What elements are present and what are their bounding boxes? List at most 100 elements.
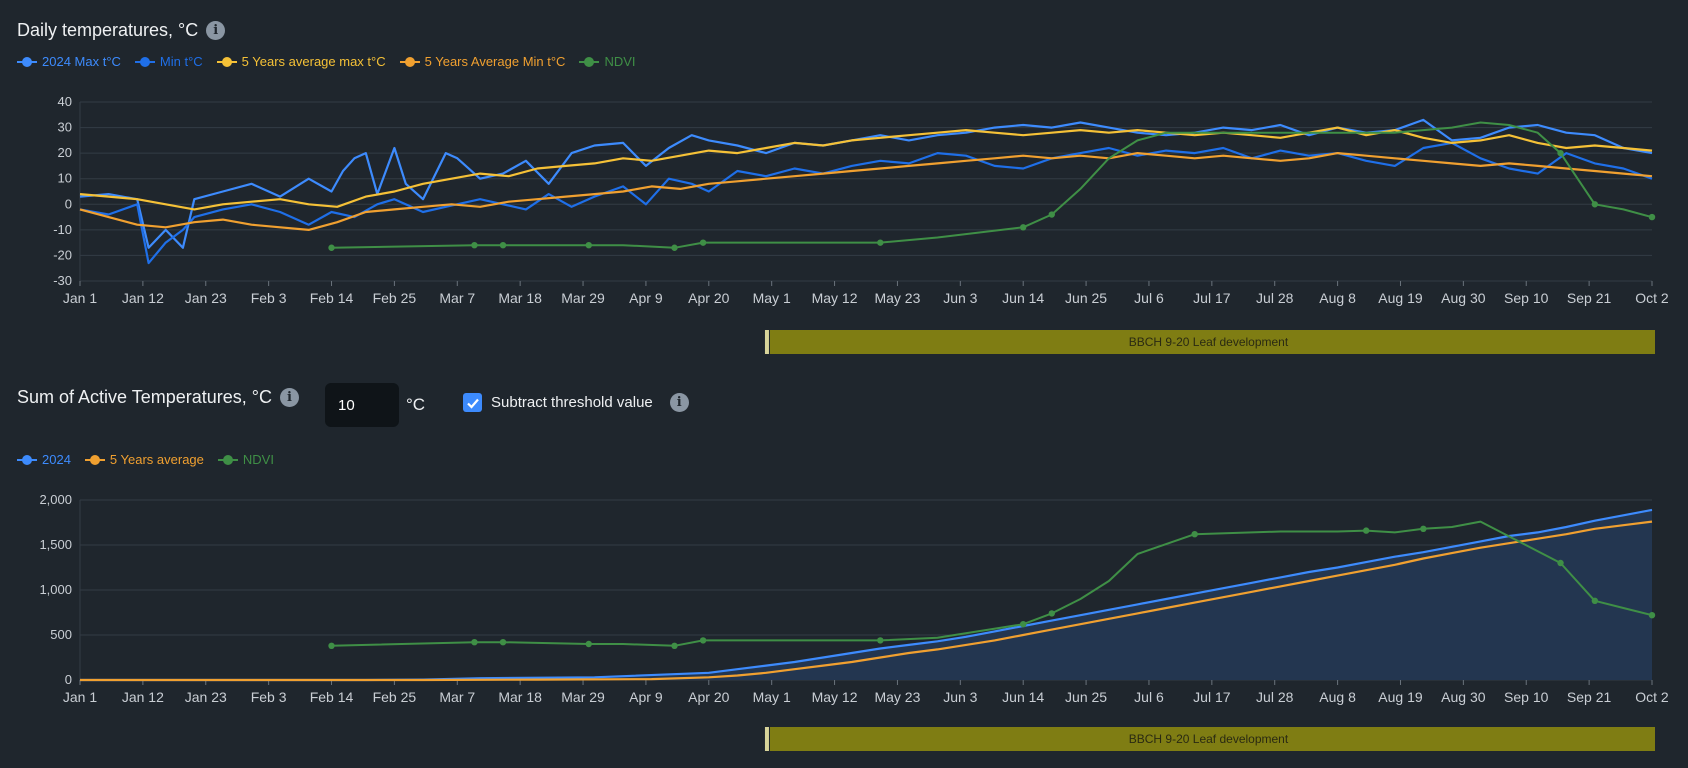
info-icon[interactable]: i <box>669 393 689 412</box>
ndvi-point <box>877 637 884 644</box>
daily-temperatures-chart: 40 30 20 10 0 -10 -20 -30 Jan 1 Jan 12 Jan 23 Feb 3… <box>53 94 1669 354</box>
legend-item[interactable]: 5 Years average <box>84 452 204 467</box>
legend-marker-icon <box>17 454 37 465</box>
series-line-5-years-average-max-t-c <box>79 126 1653 211</box>
legend-label: NDVI <box>604 54 636 69</box>
x-tick-label: Aug 8 <box>1319 689 1356 705</box>
x-tick-label: Mar 29 <box>561 689 605 705</box>
ndvi-point <box>471 242 478 249</box>
series-line-ndvi <box>331 121 1653 249</box>
y-tick-label: 500 <box>50 627 72 642</box>
x-tick-label: Mar 18 <box>498 290 542 306</box>
daily-temperatures-title: Daily temperatures, °C i <box>17 20 226 41</box>
ndvi-point <box>1420 525 1427 532</box>
sum-active-temperatures-chart: 2,000 1,500 1,000 500 0 Jan 1 Jan 12 Jan 23 Feb … <box>39 492 1669 751</box>
x-tick-label: Mar 7 <box>439 290 475 306</box>
y-tick-label: 1,500 <box>39 537 72 552</box>
ndvi-point <box>1648 213 1656 221</box>
subtract-threshold-checkbox[interactable] <box>463 393 482 412</box>
info-icon[interactable]: i <box>279 388 299 407</box>
x-tick-label: Aug 19 <box>1378 290 1423 306</box>
series-line-5-years-average <box>80 520 1653 682</box>
x-tick-label: Aug 8 <box>1319 290 1356 306</box>
x-tick-label: Jul 17 <box>1193 689 1231 705</box>
y-tick-label: 1,000 <box>39 582 72 597</box>
ndvi-point <box>1020 621 1027 628</box>
y-tick-label: -30 <box>53 273 72 288</box>
x-tick-label: Jun 25 <box>1065 689 1107 705</box>
legend-marker-icon <box>84 454 105 465</box>
legend-marker-icon <box>17 56 37 67</box>
legend-item[interactable]: NDVI <box>217 452 274 467</box>
x-tick-label: Feb 3 <box>251 689 287 705</box>
x-tick-label: May 1 <box>753 290 791 306</box>
phase-band-start <box>764 727 769 751</box>
subtract-threshold-control: Subtract threshold value i <box>463 393 689 412</box>
ndvi-point <box>585 242 592 249</box>
legend-marker-icon <box>134 56 155 67</box>
x-tick-label: Oct 2 <box>1635 689 1669 705</box>
x-tick-label: Jul 6 <box>1134 689 1164 705</box>
x-tick-label: Jul 28 <box>1256 689 1294 705</box>
x-tick-label: Mar 18 <box>498 689 542 705</box>
x-tick-label: Oct 2 <box>1635 290 1669 306</box>
legend-label: 5 Years Average Min t°C <box>424 54 566 69</box>
legend-item[interactable]: NDVI <box>579 54 636 69</box>
legend-item[interactable]: 2024 <box>17 452 71 467</box>
legend-item[interactable]: 2024 Max t°C <box>17 54 121 69</box>
x-tick-label: Jul 6 <box>1134 290 1164 306</box>
series-area-2024 <box>80 509 1652 680</box>
x-tick-label: Feb 25 <box>373 290 417 306</box>
ndvi-point <box>1648 612 1656 619</box>
y-tick-label: -10 <box>53 222 72 237</box>
ndvi-point <box>1048 610 1055 617</box>
legend-label: 2024 Max t°C <box>42 54 121 69</box>
x-tick-label: Jan 12 <box>122 689 164 705</box>
series-line-ndvi <box>331 520 1653 647</box>
ndvi-point <box>585 640 592 648</box>
x-tick-label: Aug 30 <box>1441 689 1486 705</box>
phase-band <box>769 727 1655 751</box>
legend-item[interactable]: Min t°C <box>134 54 203 69</box>
ndvi-point <box>471 639 478 646</box>
sum-active-temperatures-title: Sum of Active Temperatures, °C i <box>17 387 299 408</box>
y-tick-label: 40 <box>58 94 72 109</box>
x-tick-label: Feb 3 <box>251 290 287 306</box>
x-tick-label: Jul 17 <box>1193 290 1231 306</box>
ndvi-point <box>328 244 335 251</box>
x-tick-label: Jun 25 <box>1065 290 1107 306</box>
phase-band <box>769 330 1655 354</box>
phase-band-label: BBCH 9-20 Leaf development <box>1129 335 1289 349</box>
x-tick-label: Sep 21 <box>1567 290 1612 306</box>
info-icon[interactable]: i <box>206 21 226 40</box>
legend-marker-icon <box>399 56 420 67</box>
phase-band-label: BBCH 9-20 Leaf development <box>1129 732 1289 746</box>
series-line-2024 <box>80 508 1653 682</box>
x-tick-label: Apr 20 <box>688 290 729 306</box>
ndvi-point <box>671 642 678 649</box>
legend-item[interactable]: 5 Years Average Min t°C <box>399 54 566 69</box>
phase-band-start <box>764 330 769 354</box>
x-tick-label: Jan 1 <box>63 290 97 306</box>
x-tick-label: Sep 10 <box>1504 689 1549 705</box>
series-line-min-t-c <box>79 141 1653 265</box>
x-tick-label: Apr 9 <box>629 290 663 306</box>
threshold-input[interactable] <box>325 383 399 427</box>
legend-item[interactable]: 5 Years average max t°C <box>216 54 386 69</box>
x-tick-label: May 12 <box>812 290 858 306</box>
x-tick-label: Jun 14 <box>1002 689 1044 705</box>
ndvi-point <box>1362 527 1370 534</box>
y-tick-label: 0 <box>65 196 72 211</box>
x-tick-label: Feb 14 <box>310 689 354 705</box>
ndvi-point <box>1557 149 1564 157</box>
x-tick-label: Feb 14 <box>310 290 354 306</box>
x-tick-label: Apr 20 <box>688 689 729 705</box>
y-tick-label: 30 <box>58 120 72 135</box>
legend-sum-active-temperatures: 2024 5 Years average NDVI <box>17 452 274 467</box>
ndvi-point <box>699 239 707 246</box>
x-tick-label: Apr 9 <box>629 689 663 705</box>
legend-label: NDVI <box>242 452 274 467</box>
subtract-threshold-label: Subtract threshold value <box>491 394 653 411</box>
legend-marker-icon <box>216 56 237 67</box>
sum-active-temperatures-title-text: Sum of Active Temperatures, °C <box>17 387 272 407</box>
